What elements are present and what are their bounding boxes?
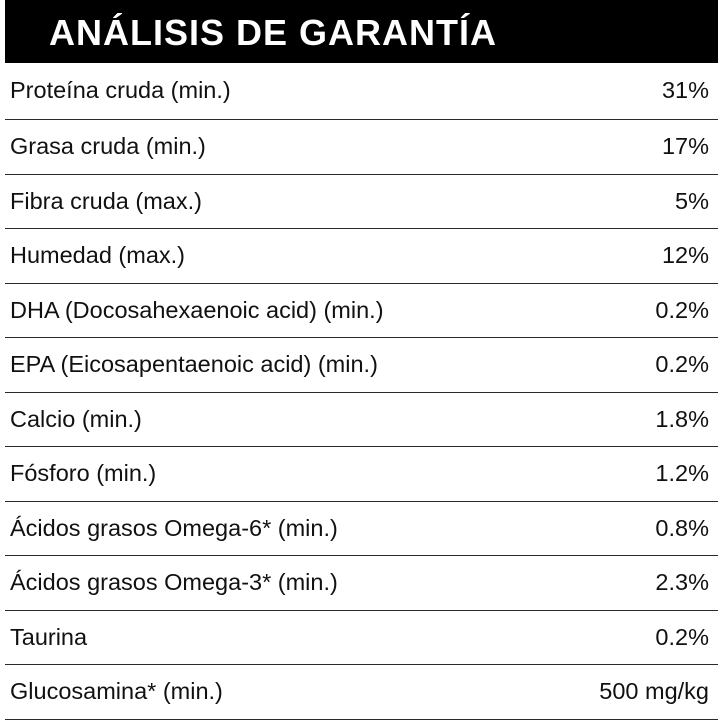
table-row: DHA (Docosahexaenoic acid) (min.) 0.2% [5, 284, 718, 338]
row-value: 1.2% [655, 460, 709, 486]
row-label: Fósforo (min.) [10, 460, 157, 486]
table-row: Fósforo (min.) 1.2% [5, 447, 718, 502]
row-label: Grasa cruda (min.) [10, 133, 206, 159]
row-value: 1.8% [655, 405, 709, 432]
table-row: Grasa cruda (min.) 17% [5, 120, 718, 175]
row-value: 5% [675, 187, 709, 214]
row-value: 12% [661, 242, 709, 268]
row-label: Fibra cruda (max.) [10, 187, 202, 214]
guaranteed-analysis-panel: ANÁLISIS DE GARANTÍA Proteína cruda (min… [5, 0, 718, 723]
table-row: Glucosamina* (min.) 500 mg/kg [5, 665, 718, 720]
row-label: Proteína cruda (min.) [10, 77, 231, 104]
header-bar: ANÁLISIS DE GARANTÍA [5, 0, 718, 63]
page-title: ANÁLISIS DE GARANTÍA [49, 11, 498, 53]
row-label: Ácidos grasos Omega-6* (min.) [10, 514, 338, 541]
table-row: Ácidos grasos Omega-3* (min.) 2.3% [5, 556, 718, 611]
table-row: Calcio (min.) 1.8% [5, 393, 718, 447]
row-label: Glucosamina* (min.) [10, 678, 223, 704]
row-value: 0.2% [655, 351, 709, 377]
table-row: Taurina 0.2% [5, 611, 718, 665]
table-row: EPA (Eicosapentaenoic acid) (min.) 0.2% [5, 338, 718, 393]
row-label: Calcio (min.) [10, 405, 142, 432]
row-label: Taurina [10, 623, 88, 650]
row-value: 31% [661, 77, 709, 104]
table-row: Humedad (max.) 12% [5, 229, 718, 284]
row-label: DHA (Docosahexaenoic acid) (min.) [10, 296, 384, 323]
row-value: 500 mg/kg [599, 678, 709, 704]
analysis-table: Proteína cruda (min.) 31% Grasa cruda (m… [5, 63, 718, 720]
row-value: 0.2% [655, 623, 709, 650]
row-value: 17% [661, 133, 709, 159]
table-row: Ácidos grasos Omega-6* (min.) 0.8% [5, 502, 718, 556]
row-value: 0.2% [655, 296, 709, 323]
row-label: EPA (Eicosapentaenoic acid) (min.) [10, 351, 378, 377]
table-row: Fibra cruda (max.) 5% [5, 175, 718, 229]
row-label: Humedad (max.) [10, 242, 185, 268]
row-label: Ácidos grasos Omega-3* (min.) [10, 569, 338, 595]
table-row: Proteína cruda (min.) 31% [5, 63, 718, 120]
row-value: 0.8% [655, 514, 709, 541]
row-value: 2.3% [655, 569, 709, 595]
